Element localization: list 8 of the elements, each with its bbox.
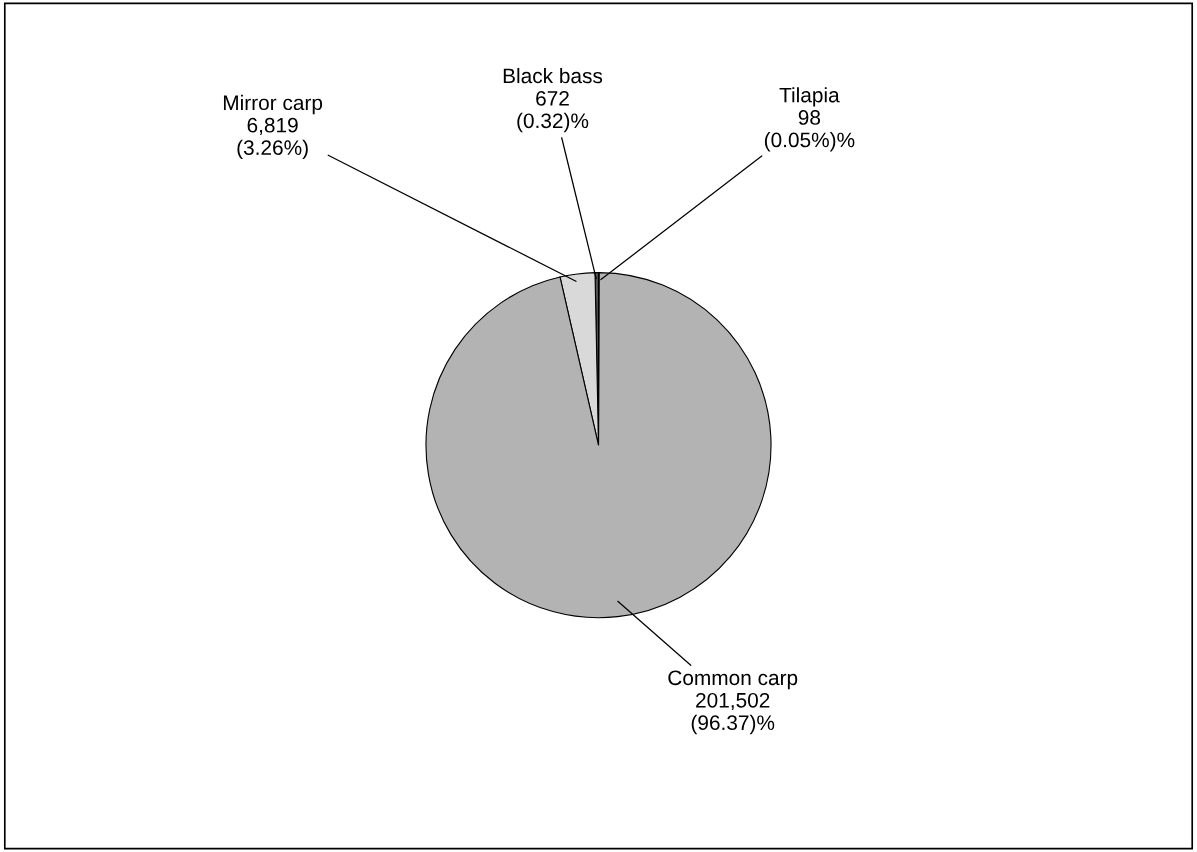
slice-label: Mirror carp: [223, 94, 323, 115]
slice-label: Black bass: [503, 67, 603, 84]
slice-label: Common carp: [668, 670, 798, 690]
data-label: 98 (0.05%)%: [764, 110, 855, 152]
slice-label: Tilapia: [779, 87, 840, 107]
data-label: 201,502 (96.37)%: [691, 692, 775, 735]
data-label: 6,819 (3.26%): [237, 117, 308, 160]
data-label: 672 (0.32)%: [517, 90, 589, 133]
